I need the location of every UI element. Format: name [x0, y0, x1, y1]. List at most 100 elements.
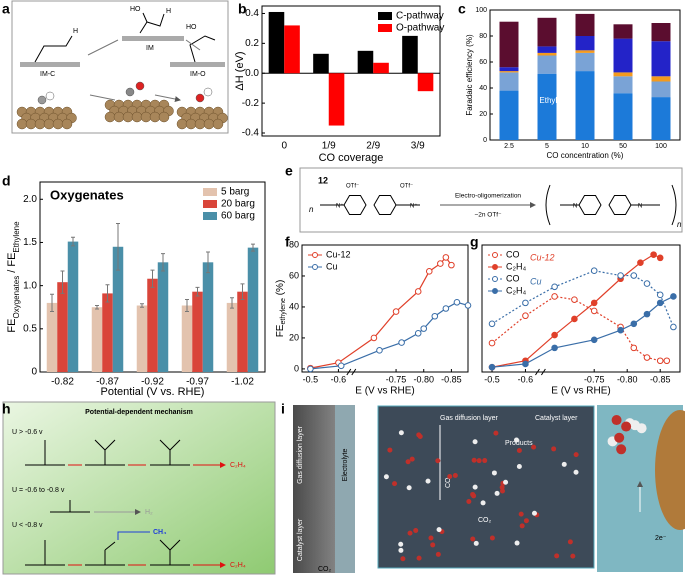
data-point [551, 293, 558, 300]
data-point [414, 288, 422, 295]
bar-segment [537, 52, 557, 56]
bar [202, 262, 214, 372]
molecule-atom [470, 536, 476, 542]
bar [268, 11, 285, 74]
x-tick-label: -0.92 [141, 377, 164, 388]
surface-atom [140, 111, 152, 123]
molecule-atom [398, 430, 404, 436]
x-axis-label: CO coverage [319, 152, 384, 164]
y-tick-label: 0 [31, 367, 37, 378]
atom-label: H [73, 28, 78, 35]
molecule-atom [413, 527, 419, 533]
molecule-atom [494, 490, 500, 496]
error-bar [60, 270, 65, 294]
data-point [488, 363, 496, 371]
series-line [310, 301, 469, 370]
bar [237, 291, 248, 372]
axis-break [535, 368, 546, 376]
adsorbate-atom [45, 91, 55, 101]
x-tick-label: 10 [581, 143, 589, 150]
data-point [442, 305, 450, 312]
data-point [571, 315, 578, 323]
y-tick-label: -0.4 [242, 128, 260, 139]
plot-frame [261, 5, 441, 137]
panel-label: e [285, 163, 293, 179]
adsorbate [50, 500, 90, 513]
molecule-atom [435, 551, 441, 557]
y-tick-label: 40 [479, 85, 487, 92]
data-point [437, 260, 444, 267]
panel-label: a [2, 1, 10, 17]
legend-marker [312, 264, 318, 270]
bar [136, 305, 148, 372]
panel-label: g [470, 234, 479, 250]
x-tick-label: 1/9 [322, 141, 336, 152]
arrow [439, 425, 640, 512]
legend-swatch [203, 188, 217, 196]
pyridine-ring [373, 194, 397, 216]
data-point [590, 336, 598, 344]
molecule-atom [425, 478, 431, 484]
molecule-atom [503, 479, 509, 485]
surface-atom [194, 118, 206, 130]
byproduct: −2n OTf⁻ [474, 212, 502, 219]
data-point [376, 347, 383, 354]
legend-label: C₂H₄ [506, 261, 526, 271]
x-tick-label: -0.85 [650, 374, 671, 384]
x-tick-label: -0.6 [331, 374, 347, 384]
x-tick-label: -0.5 [303, 374, 319, 384]
bar [313, 53, 329, 74]
surface-atom [43, 118, 55, 130]
x-tick-label: 2.5 [504, 143, 514, 150]
adsorbate [25, 539, 190, 566]
chart-title: Oxygenates [50, 187, 124, 202]
molecule-atom [482, 458, 488, 464]
molecule-atom [499, 488, 505, 494]
y-axis-label-part: Ethylene [12, 221, 21, 253]
data-point [656, 254, 664, 262]
molecule-atom [398, 547, 404, 553]
molecule-atom [407, 530, 413, 536]
data-point [590, 307, 598, 315]
structure-label: IM [146, 45, 154, 52]
surface-atom [61, 118, 73, 130]
legend-marker [492, 276, 498, 282]
x-tick-label: -0.82 [51, 377, 74, 388]
surface-atom [158, 111, 170, 123]
surface-atom [185, 118, 197, 130]
y-axis-label-part: / FE [6, 253, 18, 276]
molecule-atom [614, 432, 625, 443]
counterion: OTf⁻ [400, 184, 413, 190]
panel-frame [2, 401, 276, 575]
electron-label: 2e⁻ [655, 535, 667, 542]
molecule-atom [516, 448, 522, 454]
molecule-atom [570, 553, 576, 559]
bar-segment [651, 81, 671, 98]
repeat-label: n [677, 220, 682, 229]
layer-label: Catalyst layer [297, 518, 304, 561]
data-point [442, 254, 450, 261]
bar [67, 241, 79, 372]
bar [402, 35, 418, 74]
molecule-atom [387, 447, 393, 453]
bar [147, 278, 158, 372]
surface-atom [52, 118, 64, 130]
error-bar [206, 251, 210, 274]
panel-title: Potential-dependent mechanism [85, 409, 193, 416]
adsorbate [25, 439, 190, 466]
x-tick-label: -0.80 [617, 374, 638, 384]
molecule-atom [567, 539, 573, 545]
legend-label: CO [506, 249, 520, 259]
molecule-atom [514, 540, 520, 546]
data-point [656, 291, 664, 299]
legend-marker [492, 252, 498, 258]
pyridine-ring [608, 194, 632, 216]
molecule-atom [392, 481, 398, 487]
error-bar [71, 236, 75, 247]
data-point [448, 261, 455, 269]
x-tick-label: 3/9 [411, 141, 425, 152]
panel-label: d [2, 173, 11, 189]
layer-label: Gas diffusion layer [297, 425, 304, 484]
molecule-atom [551, 446, 557, 452]
